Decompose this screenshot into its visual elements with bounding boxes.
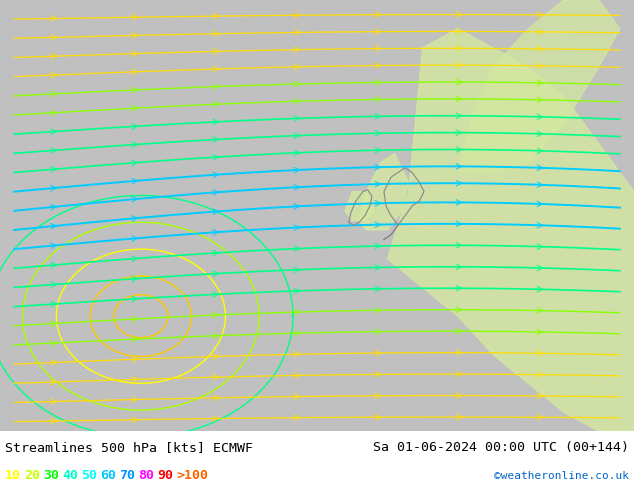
Polygon shape xyxy=(387,29,634,431)
Text: Streamlines 500 hPa [kts] ECMWF: Streamlines 500 hPa [kts] ECMWF xyxy=(5,441,253,454)
Polygon shape xyxy=(458,0,620,172)
Text: 80: 80 xyxy=(138,469,154,482)
Polygon shape xyxy=(345,192,373,220)
Text: Sa 01-06-2024 00:00 UTC (00+144): Sa 01-06-2024 00:00 UTC (00+144) xyxy=(373,441,629,454)
Text: 40: 40 xyxy=(62,469,78,482)
Text: >100: >100 xyxy=(176,469,208,482)
Text: 60: 60 xyxy=(100,469,116,482)
Text: 10: 10 xyxy=(5,469,21,482)
Text: 30: 30 xyxy=(43,469,59,482)
Text: 50: 50 xyxy=(81,469,97,482)
Text: 90: 90 xyxy=(157,469,173,482)
Text: 20: 20 xyxy=(24,469,40,482)
Text: ©weatheronline.co.uk: ©weatheronline.co.uk xyxy=(494,471,629,481)
Text: 70: 70 xyxy=(119,469,135,482)
Polygon shape xyxy=(359,153,408,230)
